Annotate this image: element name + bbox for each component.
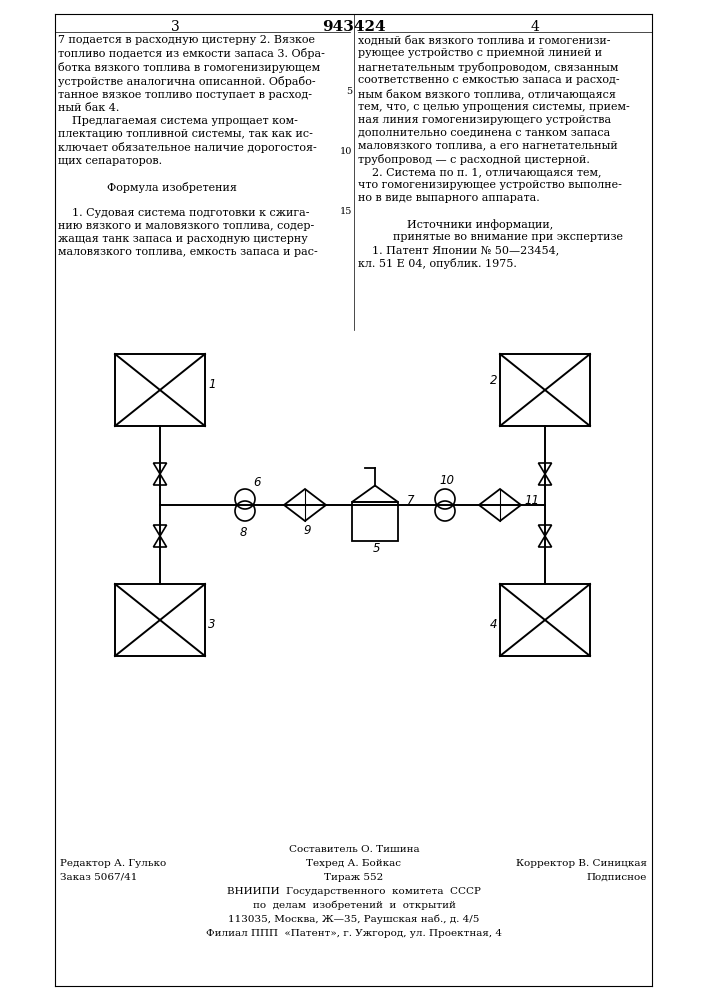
Text: 10: 10 [440, 474, 455, 487]
Text: Тираж 552: Тираж 552 [325, 873, 384, 882]
Text: 11: 11 [524, 493, 539, 506]
Bar [115, 584, 205, 656]
Text: Составитель О. Тишина: Составитель О. Тишина [288, 845, 419, 854]
Text: 7 подается в расходную цистерну 2. Вязкое
топливо подается из емкости запаса 3. : 7 подается в расходную цистерну 2. Вязко… [58, 35, 325, 257]
Text: 6: 6 [253, 477, 260, 489]
Text: 10: 10 [339, 147, 352, 156]
Text: ходный бак вязкого топлива и гомогенизи-
рующее устройство с приемной линией и
н: ходный бак вязкого топлива и гомогенизи-… [358, 35, 630, 269]
Text: ВНИИПИ  Государственного  комитета  СССР: ВНИИПИ Государственного комитета СССР [227, 887, 481, 896]
Text: Техред А. Бойкас: Техред А. Бойкас [307, 859, 402, 868]
Text: 3: 3 [170, 20, 180, 34]
Text: Подписное: Подписное [587, 873, 647, 882]
Text: 8: 8 [239, 526, 247, 538]
Text: Филиал ППП  «Патент», г. Ужгород, ул. Проектная, 4: Филиал ППП «Патент», г. Ужгород, ул. Про… [206, 929, 502, 938]
Text: 113035, Москва, Ж—35, Раушская наб., д. 4/5: 113035, Москва, Ж—35, Раушская наб., д. … [228, 915, 479, 924]
Text: 4: 4 [530, 20, 539, 34]
Text: 1: 1 [208, 378, 216, 391]
Bar [115, 354, 205, 426]
Bar [500, 584, 590, 656]
Text: Корректор В. Синицкая: Корректор В. Синицкая [516, 859, 647, 868]
Bar [352, 502, 398, 540]
Text: 15: 15 [339, 207, 352, 216]
Text: 4: 4 [489, 618, 497, 632]
Text: 943424: 943424 [322, 20, 386, 34]
Bar [500, 354, 590, 426]
Text: Заказ 5067/41: Заказ 5067/41 [60, 873, 137, 882]
Text: по  делам  изобретений  и  открытий: по делам изобретений и открытий [252, 901, 455, 910]
Text: 5: 5 [373, 542, 381, 554]
Text: 9: 9 [303, 524, 311, 536]
Text: Редактор А. Гулько: Редактор А. Гулько [60, 859, 166, 868]
Text: 7: 7 [407, 493, 414, 506]
Text: 3: 3 [208, 618, 216, 632]
Text: 2: 2 [489, 373, 497, 386]
Text: 5: 5 [346, 87, 352, 96]
